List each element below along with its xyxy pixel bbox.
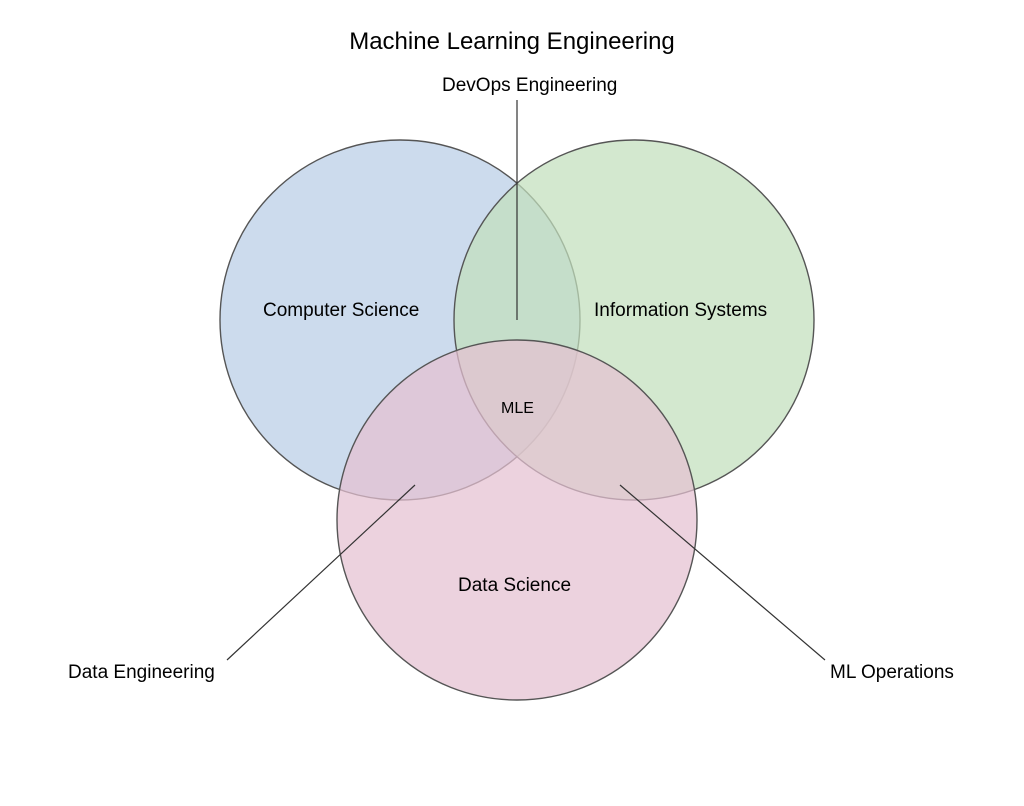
diagram-title: Machine Learning Engineering [349, 28, 675, 56]
label-data-engineering: Data Engineering [68, 662, 215, 684]
label-data-science: Data Science [458, 575, 571, 597]
label-information-systems: Information Systems [594, 300, 767, 322]
label-devops-engineering: DevOps Engineering [442, 75, 617, 97]
label-mle-center: MLE [501, 400, 534, 418]
circle-data-science [337, 340, 697, 700]
label-ml-operations: ML Operations [830, 662, 954, 684]
label-computer-science: Computer Science [263, 300, 419, 322]
